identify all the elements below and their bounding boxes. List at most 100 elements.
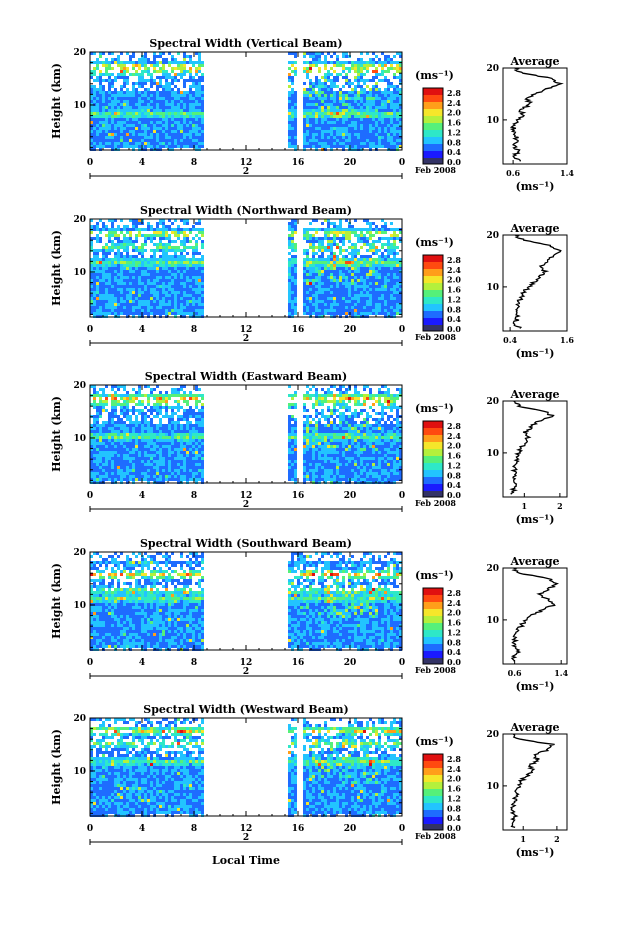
y-tick-label: 20: [73, 714, 86, 724]
profile-frame: [502, 567, 568, 665]
colorbar-tick-label: 2.4: [447, 98, 461, 108]
profile-x-label: (ms⁻¹): [516, 347, 555, 360]
colorbar-frame: [422, 420, 444, 498]
colorbar-tick-label: 1.2: [447, 294, 461, 304]
y-tick-label: 20: [73, 381, 86, 391]
colorbar-swatch: [423, 102, 443, 110]
panel-title: Spectral Width (Vertical Beam): [149, 37, 342, 50]
y-axis-label: Height (km): [50, 729, 63, 805]
colorbar-swatch: [423, 484, 443, 492]
profile-x-tick-label: 1.6: [560, 335, 574, 345]
profile-title: Average: [509, 721, 559, 734]
colorbar-swatch: [423, 449, 443, 457]
colorbar-swatch: [423, 109, 443, 117]
x-tick-label: 16: [292, 658, 305, 668]
date-label: Feb 2008: [415, 831, 456, 841]
profile-x-tick-label: 0.6: [508, 668, 522, 678]
x-tick-label: 16: [292, 824, 305, 834]
colorbar-tick-label: 1.6: [447, 784, 461, 794]
colorbar-swatch: [423, 137, 443, 145]
colorbar-tick-label: 2.8: [447, 88, 461, 98]
panel-3: Spectral Width (Eastward Beam)0 4 8 12 16 20 0…: [50, 370, 568, 526]
profile-frame: [502, 67, 568, 165]
average-profile: Average 10 20 0.6 1.4 (ms⁻¹): [486, 555, 568, 693]
y-tick-label: 10: [73, 434, 86, 444]
date-marker: 2: [243, 667, 249, 677]
profile-y-tick-label: 20: [486, 564, 499, 574]
colorbar-tick-label: 2.8: [447, 421, 461, 431]
date-marker: 2: [243, 334, 249, 344]
colorbar-tick-label: 1.6: [447, 618, 461, 628]
colorbar-tick-label: 2.0: [447, 441, 461, 451]
colorbar-low-swatch: [423, 158, 443, 164]
colorbar-tick-label: 0.8: [447, 137, 461, 147]
profile-x-tick-label: 2: [554, 834, 560, 844]
x-tick-label: 20: [344, 824, 357, 834]
profile-y-tick-label: 10: [486, 782, 499, 792]
profile-frame: [502, 733, 568, 831]
x-tick-label: 12: [240, 325, 253, 335]
colorbar-swatch: [423, 255, 443, 263]
x-tick-label: 12: [240, 491, 253, 501]
colorbar-unit: (ms⁻¹): [415, 236, 454, 249]
date-label: Feb 2008: [415, 665, 456, 675]
x-tick-label: 0: [87, 658, 93, 668]
colorbar-swatch: [423, 616, 443, 624]
colorbar-swatch: [423, 421, 443, 429]
y-tick-label: 20: [73, 548, 86, 558]
colorbar-unit: (ms⁻¹): [415, 69, 454, 82]
profile-x-label: (ms⁻¹): [516, 513, 555, 526]
x-tick-label: 8: [191, 824, 197, 834]
panel-title: Spectral Width (Northward Beam): [140, 204, 352, 217]
colorbar-swatch: [423, 262, 443, 270]
panel-1: Spectral Width (Vertical Beam)0 4 8 12 16 20 0…: [50, 37, 574, 193]
x-tick-label: 0: [87, 158, 93, 168]
x-tick-label: 4: [139, 824, 145, 834]
colorbar-frame: [422, 753, 444, 831]
profile-x-tick-label: 1.4: [554, 668, 568, 678]
panel-5: Spectral Width (Westward Beam)0 4 8 12 16 20 0…: [50, 703, 568, 867]
x-tick-label: 4: [139, 158, 145, 168]
profile-line: [509, 733, 555, 829]
y-tick-label: 20: [73, 48, 86, 58]
colorbar-low-swatch: [423, 658, 443, 664]
x-tick-label: 0: [399, 824, 405, 834]
colorbar-tick-label: 2.4: [447, 431, 461, 441]
profile-y-tick-label: 20: [486, 397, 499, 407]
profile-y-tick-label: 20: [486, 64, 499, 74]
colorbar-tick-label: 2.8: [447, 754, 461, 764]
colorbar-swatch: [423, 151, 443, 159]
profile-line: [512, 234, 562, 329]
colorbar-swatch: [423, 290, 443, 298]
colorbar-swatch: [423, 651, 443, 659]
colorbar-frame: [422, 254, 444, 332]
panel-title: Spectral Width (Westward Beam): [143, 703, 348, 716]
colorbar-unit: (ms⁻¹): [415, 402, 454, 415]
y-axis-label: Height (km): [50, 63, 63, 139]
colorbar-tick-label: 0.0: [447, 157, 461, 167]
colorbar-swatch: [423, 276, 443, 284]
colorbar-swatch: [423, 144, 443, 152]
profile-x-tick-label: 0.6: [506, 168, 520, 178]
profile-y-tick-label: 20: [486, 231, 499, 241]
date-label: Feb 2008: [415, 498, 456, 508]
x-axis-label: Local Time: [212, 854, 280, 867]
profile-line: [509, 400, 555, 495]
y-tick-label: 10: [73, 601, 86, 611]
profile-title: Average: [509, 55, 559, 68]
panel-4: Spectral Width (Southward Beam)0 4 8 12 16 20…: [50, 537, 569, 693]
colorbar-frame: [422, 87, 444, 165]
colorbar-swatch: [423, 789, 443, 797]
colorbar-tick-label: 2.4: [447, 764, 461, 774]
average-profile: Average 10 20 1 2(ms⁻¹): [486, 388, 568, 526]
colorbar-tick-label: 2.0: [447, 608, 461, 618]
colorbar: (ms⁻¹) 2.82.42.01.61.20.80.40.0: [415, 735, 461, 833]
colorbar-tick-label: 2.4: [447, 598, 461, 608]
colorbar-tick-label: 1.6: [447, 118, 461, 128]
colorbar-tick-label: 0.0: [447, 490, 461, 500]
colorbar-swatch: [423, 644, 443, 652]
y-tick-label: 10: [73, 767, 86, 777]
colorbar-swatch: [423, 311, 443, 319]
colorbar: (ms⁻¹) 2.82.42.01.61.20.80.40.0: [415, 569, 461, 667]
date-label: Feb 2008: [415, 165, 456, 175]
